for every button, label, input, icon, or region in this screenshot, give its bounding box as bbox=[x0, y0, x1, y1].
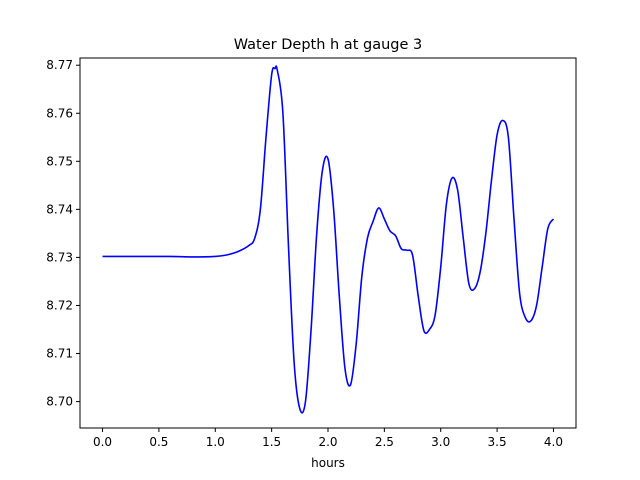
y-tick-label: 8.76 bbox=[46, 106, 73, 120]
chart-title: Water Depth h at gauge 3 bbox=[234, 37, 422, 53]
x-axis-label: hours bbox=[311, 456, 345, 470]
plot-area bbox=[102, 65, 555, 414]
y-tick-label: 8.74 bbox=[46, 202, 73, 216]
x-tick-label: 0.0 bbox=[93, 435, 112, 449]
y-tick-label: 8.73 bbox=[46, 250, 73, 264]
x-tick-label: 4.0 bbox=[544, 435, 563, 449]
x-tick-label: 2.5 bbox=[375, 435, 394, 449]
x-tick-label: 3.0 bbox=[431, 435, 450, 449]
x-axis: 0.0 0.5 1.0 1.5 2.0 2.5 3.0 3.5 4.0 bbox=[93, 428, 563, 449]
x-tick-label: 3.5 bbox=[488, 435, 507, 449]
y-tick-label: 8.70 bbox=[46, 395, 73, 409]
y-tick-label: 8.75 bbox=[46, 154, 73, 168]
y-tick-label: 8.77 bbox=[46, 58, 73, 72]
x-tick-label: 2.0 bbox=[318, 435, 337, 449]
x-tick-label: 1.5 bbox=[262, 435, 281, 449]
y-axis: 8.70 8.71 8.72 8.73 8.74 8.75 8.76 8.77 bbox=[46, 58, 80, 409]
series-line-0 bbox=[102, 65, 555, 414]
y-tick-label: 8.72 bbox=[46, 298, 73, 312]
y-tick-label: 8.71 bbox=[46, 347, 73, 361]
plot-frame bbox=[79, 57, 577, 429]
x-tick-label: 1.0 bbox=[206, 435, 225, 449]
x-tick-label: 0.5 bbox=[149, 435, 168, 449]
